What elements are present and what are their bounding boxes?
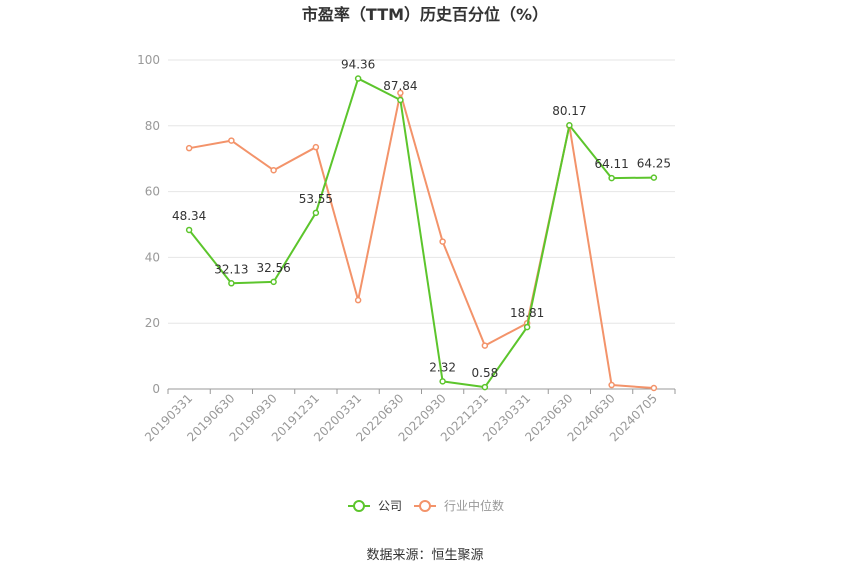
data-point[interactable] xyxy=(650,384,658,392)
data-point[interactable] xyxy=(481,383,489,391)
series-line-0 xyxy=(188,77,654,389)
data-point[interactable] xyxy=(185,226,193,234)
y-tick-label: 100 xyxy=(137,53,160,67)
data-label: 94.36 xyxy=(341,58,375,72)
data-label: 53.55 xyxy=(299,192,333,206)
data-point[interactable] xyxy=(523,323,531,331)
data-label: 32.56 xyxy=(256,261,290,275)
legend-item-company[interactable]: 公司 xyxy=(348,499,402,513)
y-tick-label: 20 xyxy=(145,316,160,330)
data-label: 64.25 xyxy=(637,157,671,171)
legend-company-label: 公司 xyxy=(378,499,402,513)
data-label: 0.58 xyxy=(472,366,499,380)
data-point[interactable] xyxy=(228,137,235,144)
legend-industry-marker xyxy=(419,500,431,512)
data-point[interactable] xyxy=(439,238,446,245)
data-point[interactable] xyxy=(397,96,404,104)
data-point[interactable] xyxy=(397,89,404,97)
data-label: 48.34 xyxy=(172,209,206,223)
legend-company-marker xyxy=(353,500,365,512)
data-point[interactable] xyxy=(566,121,573,129)
y-tick-label: 80 xyxy=(145,119,160,133)
data-label: 87.84 xyxy=(383,79,417,93)
data-label: 80.17 xyxy=(552,104,586,118)
data-point[interactable] xyxy=(312,209,320,217)
data-point[interactable] xyxy=(270,278,277,286)
data-point[interactable] xyxy=(481,342,489,349)
data-label: 2.32 xyxy=(429,360,456,374)
data-point[interactable] xyxy=(312,143,320,151)
data-label: 64.11 xyxy=(594,157,628,171)
series-layer xyxy=(185,75,658,392)
y-tick-label: 40 xyxy=(145,250,160,264)
data-point[interactable] xyxy=(354,75,362,82)
y-tick-label: 0 xyxy=(152,382,160,396)
y-tick-label: 60 xyxy=(145,185,160,199)
data-point[interactable] xyxy=(439,378,446,385)
data-label: 18.81 xyxy=(510,306,544,320)
data-point[interactable] xyxy=(185,144,193,152)
data-point[interactable] xyxy=(608,174,615,182)
data-labels: 48.34 32.13 32.56 53.55 94.36 87.84 2.32 0.58 18… xyxy=(172,58,671,381)
series-line-1 xyxy=(188,91,654,390)
data-point[interactable] xyxy=(270,166,277,174)
legend-industry-label: 行业中位数 xyxy=(444,498,504,513)
data-point[interactable] xyxy=(354,296,362,304)
legend-item-industry[interactable]: 行业中位数 xyxy=(414,498,504,513)
chart-title: 市盈率（TTM）历史百分位（%） xyxy=(302,5,548,24)
data-point[interactable] xyxy=(228,280,235,287)
data-label: 32.13 xyxy=(214,262,248,276)
data-point[interactable] xyxy=(650,174,658,181)
source-note: 数据来源：恒生聚源 xyxy=(366,548,483,563)
data-point[interactable] xyxy=(608,381,615,389)
legend: 公司 行业中位数 xyxy=(348,498,504,513)
